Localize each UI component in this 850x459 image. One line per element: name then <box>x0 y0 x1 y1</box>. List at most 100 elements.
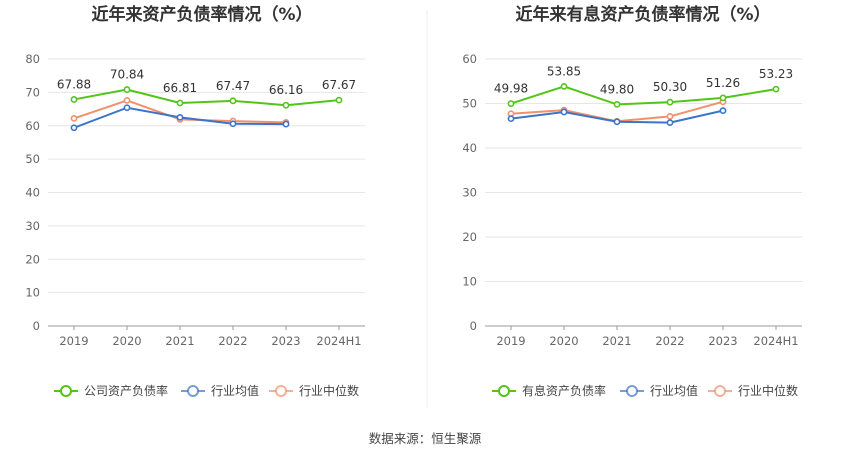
y-tick-label: 10 <box>462 275 477 289</box>
y-tick-label: 20 <box>462 230 477 244</box>
chart-title: 近年来有息资产负债率情况（%） <box>515 4 770 25</box>
y-tick-label: 60 <box>25 119 40 133</box>
data-point <box>772 85 780 93</box>
data-point <box>613 118 621 126</box>
data-point <box>70 115 78 122</box>
y-tick-label: 0 <box>33 319 40 333</box>
legend-item[interactable]: 有息资产负债率 <box>492 383 606 398</box>
y-tick-label: 0 <box>470 319 477 333</box>
data-label: 67.67 <box>322 78 356 92</box>
axes: 0 10 20 30 40 50 60 70 80 2019 2020 2021 2022 2023 202… <box>25 52 365 348</box>
x-tick-label: 2022 <box>655 334 684 348</box>
data-point <box>666 119 674 127</box>
y-tick-label: 20 <box>25 252 40 266</box>
x-tick-label: 2024H1 <box>316 334 361 348</box>
legend-label: 公司资产负债率 <box>84 383 168 398</box>
legend-item[interactable]: 行业中位数 <box>708 383 798 398</box>
x-tick-label: 2020 <box>112 334 141 348</box>
data-point <box>719 94 727 102</box>
legend-marker <box>626 385 638 397</box>
x-tick-label: 2023 <box>708 334 737 348</box>
x-tick-label: 2020 <box>549 334 578 348</box>
series-layer <box>507 82 780 127</box>
grid-lines <box>485 58 802 282</box>
data-point <box>176 114 184 121</box>
legend-item[interactable]: 行业均值 <box>181 383 259 398</box>
data-point <box>70 96 78 103</box>
x-tick-label: 2021 <box>165 334 194 348</box>
y-tick-label: 40 <box>25 186 40 200</box>
data-point <box>229 120 237 128</box>
data-point <box>335 96 343 104</box>
y-tick-label: 30 <box>462 186 477 200</box>
legend-marker <box>275 385 287 397</box>
data-labels: 49.98 53.85 49.80 50.30 51.26 53.23 <box>494 64 793 96</box>
legend-label: 有息资产负债率 <box>522 383 606 398</box>
data-label: 67.88 <box>57 77 91 91</box>
y-tick-label: 60 <box>462 52 477 66</box>
y-tick-label: 70 <box>25 85 40 99</box>
data-point <box>560 108 568 116</box>
data-label: 53.85 <box>547 64 581 78</box>
legend-marker <box>187 385 199 397</box>
data-label: 49.80 <box>600 82 634 96</box>
legend: 公司资产负债率 行业均值 行业中位数 <box>54 383 359 398</box>
legend-marker <box>498 385 510 397</box>
data-point <box>176 99 184 107</box>
data-label: 66.81 <box>163 81 197 95</box>
series-line <box>510 85 777 106</box>
data-label: 51.26 <box>706 76 740 90</box>
y-tick-label: 80 <box>25 52 40 66</box>
chart-panel-debt-ratio: 近年来资产负债率情况（%） 0 10 20 30 40 50 60 70 80 2019 2020 2… <box>25 4 365 398</box>
data-label: 50.30 <box>653 80 687 94</box>
y-tick-label: 10 <box>25 286 40 300</box>
y-tick-label: 40 <box>462 141 477 155</box>
series-line <box>73 88 340 107</box>
legend-label: 行业均值 <box>650 383 698 398</box>
grid-lines <box>48 58 365 294</box>
x-tick-label: 2019 <box>59 334 88 348</box>
data-label: 67.47 <box>216 79 250 93</box>
data-point <box>719 107 727 115</box>
legend-item[interactable]: 公司资产负债率 <box>54 383 168 398</box>
data-label: 70.84 <box>110 68 144 82</box>
data-point <box>507 100 515 107</box>
data-source-note: 数据来源：恒生聚源 <box>369 431 482 446</box>
legend-label: 行业中位数 <box>299 383 359 398</box>
chart-title: 近年来资产负债率情况（%） <box>91 4 312 25</box>
series-layer <box>70 86 343 132</box>
y-tick-label: 50 <box>25 152 40 166</box>
data-point <box>123 86 131 93</box>
y-tick-label: 30 <box>25 219 40 233</box>
data-point <box>666 98 674 106</box>
data-point <box>123 104 131 112</box>
data-point <box>282 120 290 128</box>
data-point <box>229 97 237 105</box>
y-tick-label: 50 <box>462 97 477 111</box>
axes: 0 10 20 30 40 50 60 2019 2020 2021 2022 2023 2024H1 <box>462 52 802 348</box>
data-label: 53.23 <box>759 67 793 81</box>
x-tick-label: 2023 <box>271 334 300 348</box>
data-label: 49.98 <box>494 82 528 96</box>
legend-marker <box>714 385 726 397</box>
legend-item[interactable]: 行业中位数 <box>269 383 359 398</box>
x-tick-label: 2019 <box>496 334 525 348</box>
legend-label: 行业中位数 <box>738 383 798 398</box>
x-tick-label: 2024H1 <box>753 334 798 348</box>
x-tick-label: 2022 <box>218 334 247 348</box>
data-point <box>613 100 621 108</box>
chart-panel-interest-debt-ratio: 近年来有息资产负债率情况（%） 0 10 20 30 40 50 60 2019 2020 202… <box>462 4 802 398</box>
x-tick-label: 2021 <box>602 334 631 348</box>
legend-label: 行业均值 <box>211 383 259 398</box>
data-point <box>123 96 131 104</box>
legend: 有息资产负债率 行业均值 行业中位数 <box>492 383 798 398</box>
data-point <box>70 124 78 132</box>
data-point <box>282 101 290 109</box>
data-labels: 67.88 70.84 66.81 67.47 66.16 67.67 <box>57 68 356 98</box>
data-point <box>560 82 568 90</box>
legend-marker <box>60 385 72 397</box>
legend-item[interactable]: 行业均值 <box>620 383 698 398</box>
data-point <box>507 115 515 123</box>
data-label: 66.16 <box>269 83 303 97</box>
